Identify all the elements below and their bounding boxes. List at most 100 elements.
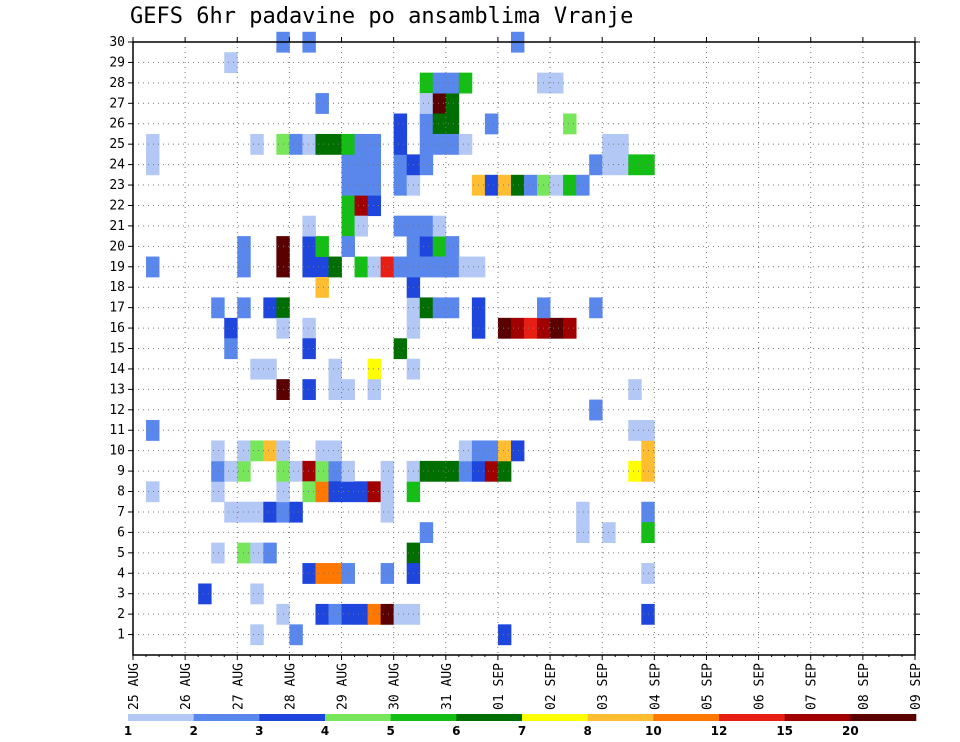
x-tick-label: 09 SEP <box>909 663 924 710</box>
heatmap-cell <box>432 460 447 482</box>
heatmap-cell <box>198 583 212 605</box>
heatmap-cell <box>497 460 512 482</box>
x-axis: 25 AUG 26 AUG 27 AUG 28 AUG 29 AUG 30 AUG 31 A… <box>127 37 924 710</box>
y-tick-label: 13 <box>109 382 125 397</box>
heatmap-cell <box>289 501 303 523</box>
heatmap-cell <box>432 72 447 94</box>
y-tick-label: 12 <box>109 403 125 418</box>
heatmap-cell <box>432 93 447 114</box>
heatmap-cell <box>302 481 316 503</box>
y-tick-label: 20 <box>109 239 125 254</box>
heatmap-cell <box>263 297 277 319</box>
y-tick-label: 8 <box>117 485 125 500</box>
heatmap-cell <box>380 563 395 584</box>
heatmap-cell <box>224 501 238 523</box>
heatmap-cell <box>315 440 329 462</box>
heatmap-cell <box>250 358 264 380</box>
heatmap-cell <box>563 113 577 135</box>
x-tick-label: 30 AUG <box>388 663 403 710</box>
y-tick-label: 17 <box>109 301 125 316</box>
heatmap-cell <box>445 113 460 135</box>
heatmap-cell <box>419 113 434 135</box>
heatmap-cell <box>250 133 264 155</box>
heatmap-cell <box>224 338 238 360</box>
heatmap-cell <box>458 256 473 278</box>
y-tick-label: 7 <box>117 505 125 520</box>
heatmap-cell <box>380 256 395 278</box>
page-title: GEFS 6hr padavine po ansamblima Vranje <box>130 4 634 29</box>
y-tick-label: 16 <box>109 321 125 336</box>
heatmap-cell <box>458 440 473 462</box>
heatmap-cell <box>380 481 395 503</box>
heatmap-cell <box>328 358 342 380</box>
heatmap-cell <box>146 133 160 155</box>
heatmap-cell <box>615 154 629 176</box>
x-tick-label: 26 AUG <box>179 663 194 710</box>
heatmap-cell <box>354 603 368 625</box>
legend-swatch <box>456 714 523 721</box>
y-tick-label: 19 <box>109 260 125 275</box>
y-tick-label: 27 <box>109 96 125 111</box>
heatmap-cell <box>250 440 264 462</box>
x-tick-label: 05 SEP <box>700 663 715 710</box>
y-tick-label: 24 <box>109 158 125 173</box>
heatmap-cell <box>367 379 382 400</box>
y-tick-label: 15 <box>109 342 125 357</box>
heatmap-cell <box>628 379 642 400</box>
heatmap-cell <box>250 583 264 605</box>
heatmap-cell <box>510 317 525 339</box>
heatmap-cell <box>628 154 642 176</box>
heatmap-cell <box>419 154 434 176</box>
legend-swatch <box>653 714 720 721</box>
x-tick-label: 04 SEP <box>648 663 663 710</box>
heatmap-cell <box>628 460 642 482</box>
y-tick-label: 3 <box>117 587 125 602</box>
heatmap-cell <box>263 358 277 380</box>
heatmap-cell <box>302 460 316 482</box>
heatmap-cell <box>589 297 603 319</box>
heatmap-cell <box>576 174 590 196</box>
heatmap-cell <box>146 420 160 441</box>
heatmap-cell <box>445 256 460 278</box>
y-tick-label: 26 <box>109 117 125 132</box>
heatmap-cell <box>315 276 329 298</box>
legend-label: 15 <box>776 724 793 738</box>
heatmap-cell <box>367 154 382 176</box>
heatmap-cell <box>367 195 382 217</box>
heatmap-cell <box>445 460 460 482</box>
x-tick-label: 31 AUG <box>440 663 455 710</box>
heatmap-cell <box>315 481 329 503</box>
heatmap-cell <box>146 481 160 503</box>
heatmap-cell <box>445 72 460 94</box>
y-tick-label: 23 <box>109 178 125 193</box>
y-tick-label: 30 <box>109 35 125 50</box>
heatmap-cell <box>576 501 590 523</box>
heatmap-cell <box>393 603 408 625</box>
heatmap-cell <box>302 317 316 339</box>
heatmap-cell <box>302 215 316 237</box>
heatmap-cell <box>263 501 277 523</box>
heatmap-cell <box>484 460 499 482</box>
legend-label: 5 <box>386 724 394 738</box>
heatmap-cell <box>224 317 238 339</box>
heatmap-cell <box>211 460 225 482</box>
legend-swatch <box>587 714 654 721</box>
legend-label: 8 <box>583 724 591 738</box>
heatmap-cell <box>354 195 368 217</box>
legend-label: 10 <box>645 724 662 738</box>
legend-swatch <box>128 714 194 721</box>
legend-label: 3 <box>255 724 263 738</box>
heatmap-cell <box>497 440 512 462</box>
heatmap-cell <box>380 460 395 482</box>
heatmap-cell <box>211 297 225 319</box>
y-tick-label: 5 <box>117 546 125 561</box>
heatmap-cell <box>393 174 408 196</box>
heatmap-cell <box>615 133 629 155</box>
heatmap-cell <box>550 317 564 339</box>
heatmap-cell <box>302 338 316 360</box>
grid-layer <box>133 42 915 655</box>
y-tick-label: 14 <box>109 362 125 377</box>
legend-label: 2 <box>189 724 197 738</box>
heatmap-cell <box>315 563 329 584</box>
